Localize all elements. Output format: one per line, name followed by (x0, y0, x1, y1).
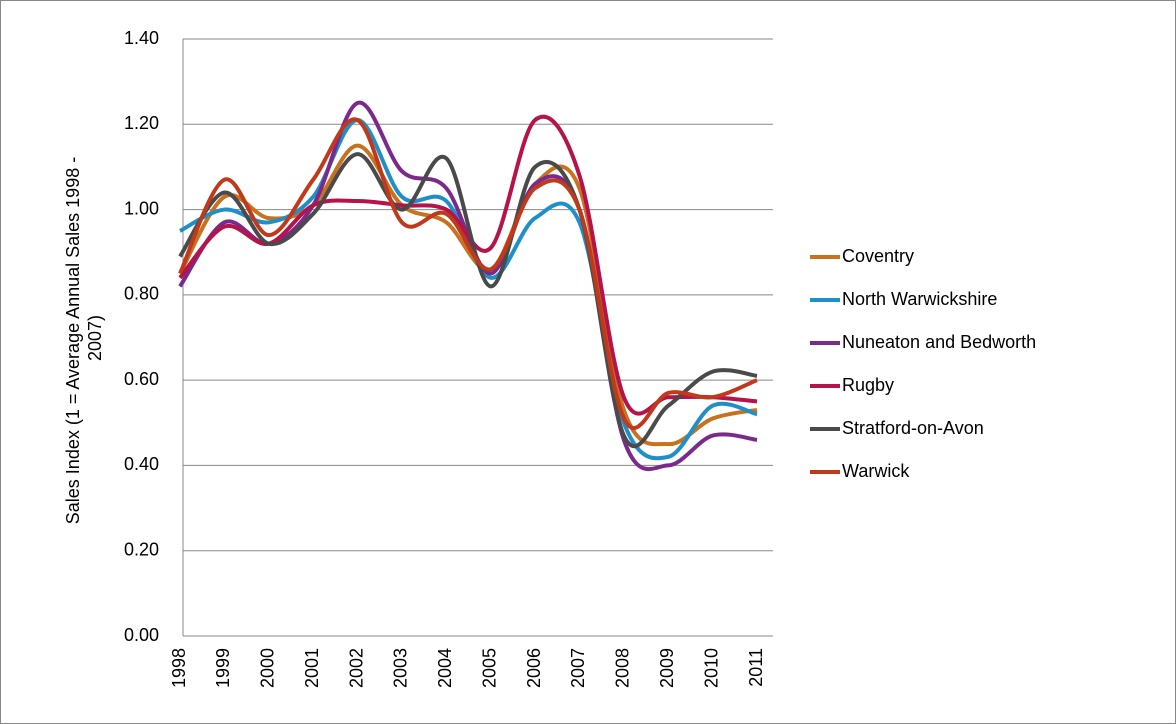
series-line (178, 114, 758, 416)
x-tick-label: 2011 (746, 648, 766, 687)
x-tick-label: 2003 (391, 648, 411, 688)
x-tick-label: 2006 (524, 648, 544, 688)
y-tick-label: 0.60 (124, 369, 159, 389)
x-tick-label: 2002 (346, 648, 366, 688)
y-tick-label: 1.20 (124, 113, 159, 133)
x-tick-label: 2007 (568, 648, 588, 688)
y-tick-label: 1.00 (124, 198, 159, 218)
x-tick-label: 1998 (169, 648, 189, 688)
y-tick-label: 0.00 (124, 625, 159, 645)
y-tick-label: 0.40 (124, 454, 159, 474)
x-tick-label: 2005 (479, 648, 499, 688)
x-tick-label: 2000 (258, 648, 278, 688)
x-tick-label: 2009 (657, 648, 677, 688)
y-tick-label: 1.40 (124, 28, 159, 48)
y-tick-label: 0.20 (124, 539, 159, 559)
legend-label: Nuneaton and Bedworth (842, 332, 1036, 352)
x-tick-label: 1999 (213, 648, 233, 688)
x-tick-label: 2010 (701, 648, 721, 688)
y-axis-title-line: Sales Index (1 = Average Annual Sales 19… (63, 157, 83, 524)
y-tick-label: 0.80 (124, 284, 159, 304)
x-tick-label: 2004 (435, 648, 455, 688)
legend-label: Rugby (842, 375, 894, 395)
legend-label: Coventry (842, 246, 914, 266)
x-tick-label: 2001 (302, 648, 322, 688)
legend-label: North Warwickshire (842, 289, 997, 309)
legend-label: Warwick (842, 461, 910, 481)
y-axis-title-line: 2007) (85, 315, 105, 361)
y-axis-title: Sales Index (1 = Average Annual Sales 19… (63, 152, 105, 524)
x-tick-label: 2008 (613, 648, 633, 688)
legend-label: Stratford-on-Avon (842, 418, 984, 438)
series-line (178, 117, 758, 430)
